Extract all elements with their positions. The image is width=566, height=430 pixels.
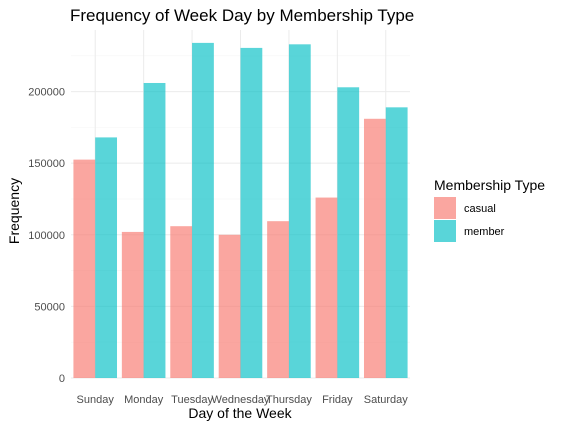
x-tick-label: Sunday [77,394,115,406]
y-axis-title: Frequency [6,178,22,244]
x-tick-label: Wednesday [212,394,270,406]
y-axis-ticks: 0 50000 100000 150000 200000 [28,87,65,385]
legend-items: casual member [434,197,505,242]
x-tick-label: Monday [124,394,164,406]
bar-casual-saturday [363,118,386,378]
y-tick-label: 50000 [34,301,65,313]
bar-casual-tuesday [170,226,193,378]
y-tick-label: 200000 [28,87,65,99]
x-tick-label: Tuesday [171,394,213,406]
x-tick-label: Saturday [364,394,409,406]
bar-casual-monday [121,231,144,378]
bar-member-thursday [288,44,311,379]
x-axis-title: Day of the Week [188,405,292,421]
legend: Membership Type casual member [434,177,545,242]
bar-member-saturday [385,107,408,378]
bar-member-tuesday [192,42,214,379]
x-tick-label: Thursday [266,394,312,406]
bar-member-sunday [95,137,118,378]
y-tick-label: 100000 [28,230,65,242]
legend-swatch-member [434,220,456,242]
bar-casual-sunday [73,159,96,378]
y-tick-label: 0 [59,373,65,385]
legend-swatch-casual [434,197,456,219]
bar-casual-friday [315,197,338,378]
chart-title: Frequency of Week Day by Membership Type [70,6,414,25]
bars [73,42,408,379]
legend-title: Membership Type [434,177,545,193]
x-tick-label: Friday [322,394,353,406]
y-tick-label: 150000 [28,158,65,170]
bar-member-monday [143,82,166,378]
bar-member-friday [337,87,360,379]
bar-casual-thursday [267,221,289,378]
bar-casual-wednesday [218,234,241,378]
legend-label-casual: casual [464,203,496,215]
legend-label-member: member [464,226,505,238]
bar-member-wednesday [240,47,263,378]
